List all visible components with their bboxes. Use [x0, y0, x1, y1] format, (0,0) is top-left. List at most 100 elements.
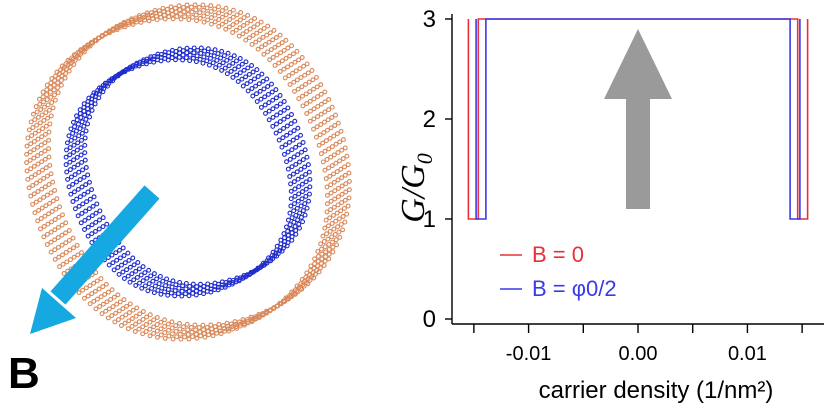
atom	[236, 33, 242, 39]
atom	[36, 96, 42, 102]
atom	[118, 323, 124, 328]
atom	[74, 179, 79, 185]
atom	[63, 249, 69, 255]
atom	[160, 5, 166, 11]
atom	[329, 104, 335, 110]
atom	[63, 220, 69, 226]
atom	[154, 322, 160, 327]
atom	[345, 203, 351, 209]
atom	[55, 224, 61, 230]
atom	[71, 157, 77, 163]
up-arrow-icon	[604, 29, 672, 209]
atom	[241, 272, 247, 278]
atom	[109, 313, 115, 319]
atom	[173, 328, 179, 334]
atom	[28, 119, 34, 125]
atom	[164, 276, 170, 282]
atom	[188, 47, 193, 53]
atom	[213, 65, 219, 71]
atom	[127, 264, 133, 270]
atom	[281, 116, 287, 122]
atom	[100, 224, 106, 230]
atom	[263, 110, 268, 116]
atom	[323, 217, 329, 223]
atom	[45, 221, 51, 227]
atom	[307, 184, 313, 190]
atom	[283, 37, 289, 43]
atom	[115, 317, 121, 323]
atom	[260, 34, 266, 40]
atom	[43, 165, 49, 171]
outer-shell-atoms	[24, 2, 352, 342]
atom	[267, 57, 273, 63]
atom	[248, 314, 254, 320]
atom	[194, 284, 200, 290]
atom	[93, 228, 98, 234]
atom	[45, 102, 51, 108]
atom	[177, 326, 183, 332]
atom	[212, 280, 218, 286]
atom	[122, 320, 128, 326]
atom	[124, 303, 130, 309]
atom	[145, 288, 151, 294]
atom	[228, 68, 234, 74]
atom	[307, 98, 313, 104]
atom	[89, 107, 95, 113]
atom	[333, 112, 338, 118]
atom	[266, 117, 272, 123]
chart-ticks: 0 1 2 3 -0.01 0.00 0.01	[423, 6, 803, 365]
atom	[254, 91, 259, 97]
atom	[147, 326, 153, 332]
atom	[137, 17, 143, 23]
atom	[109, 76, 115, 82]
atom	[271, 305, 277, 311]
atom	[243, 37, 249, 43]
atom	[176, 54, 182, 60]
atom	[197, 286, 203, 292]
atom	[72, 206, 78, 212]
atom	[183, 291, 188, 297]
atom	[289, 43, 295, 49]
atom	[257, 28, 263, 34]
atom	[109, 287, 115, 293]
atom	[170, 11, 175, 17]
atom	[29, 133, 35, 139]
atom	[71, 52, 77, 58]
atom	[223, 19, 229, 25]
atom	[334, 242, 340, 248]
atom	[162, 323, 168, 329]
atom	[197, 15, 203, 21]
atom	[90, 203, 96, 209]
atom	[289, 147, 295, 153]
atom	[190, 14, 195, 20]
atom	[264, 32, 270, 38]
atom	[125, 273, 131, 279]
atom	[75, 162, 81, 168]
atom	[52, 97, 58, 103]
atom	[332, 196, 338, 202]
atom	[289, 215, 295, 221]
atom	[77, 126, 83, 132]
atom	[47, 162, 53, 168]
atom	[303, 81, 308, 87]
atom	[82, 44, 87, 50]
atom	[83, 208, 89, 214]
atom	[291, 179, 297, 185]
atom	[324, 127, 330, 133]
atom	[142, 270, 148, 276]
atom	[198, 281, 203, 287]
atom	[67, 247, 73, 253]
atom	[338, 128, 344, 134]
atom	[322, 109, 328, 115]
atom	[279, 248, 285, 254]
atom	[144, 275, 150, 281]
atom	[311, 86, 316, 92]
atom	[121, 253, 127, 258]
atom	[234, 12, 240, 18]
atom	[154, 328, 160, 334]
atom	[97, 217, 102, 223]
atom	[322, 167, 328, 173]
atom	[193, 288, 199, 294]
atom	[32, 130, 38, 136]
atom	[277, 119, 283, 125]
